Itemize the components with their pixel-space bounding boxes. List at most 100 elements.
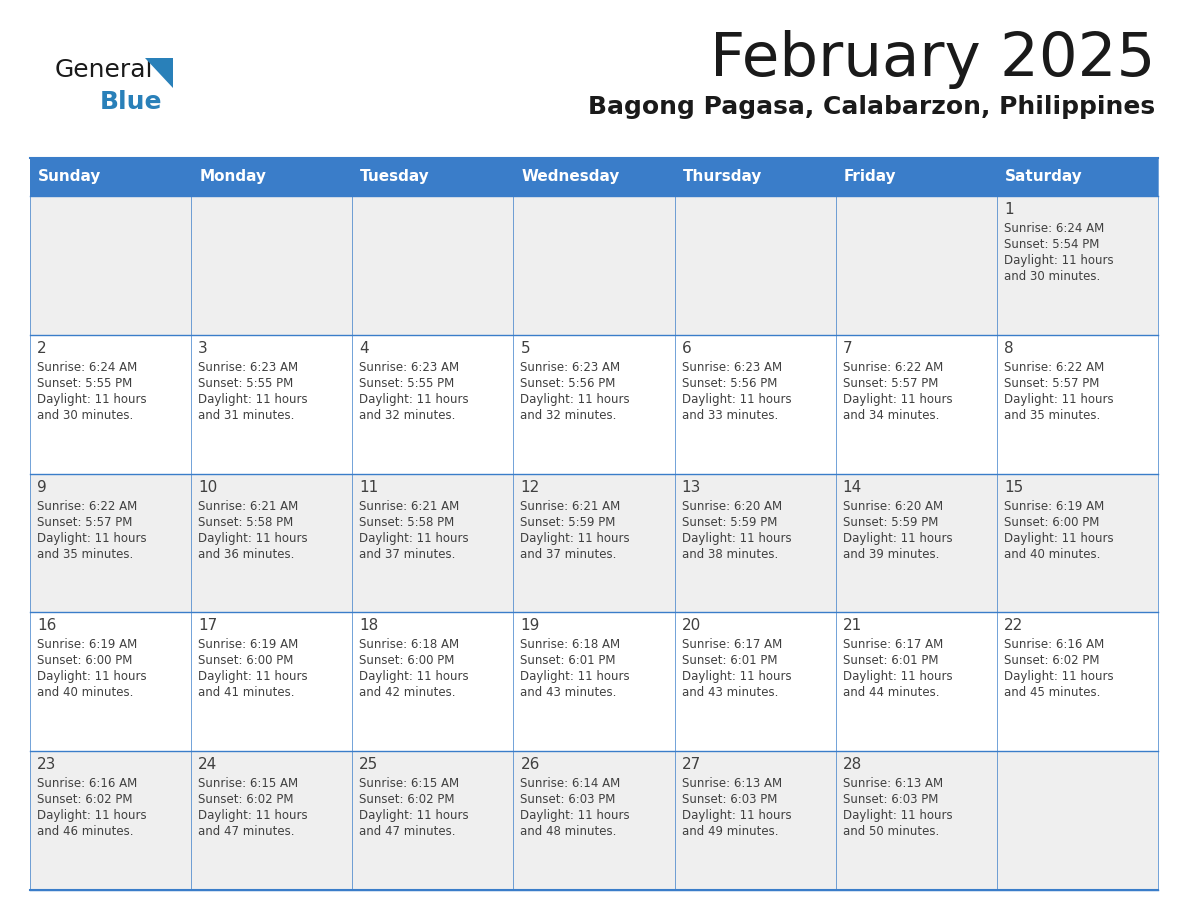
Text: Sunrise: 6:22 AM: Sunrise: 6:22 AM <box>37 499 138 512</box>
Text: 25: 25 <box>359 757 379 772</box>
Text: Daylight: 11 hours: Daylight: 11 hours <box>520 670 630 683</box>
Text: Sunset: 5:55 PM: Sunset: 5:55 PM <box>359 376 455 390</box>
Text: and 32 minutes.: and 32 minutes. <box>359 409 456 421</box>
Text: and 38 minutes.: and 38 minutes. <box>682 548 778 561</box>
Text: 16: 16 <box>37 619 56 633</box>
Text: Daylight: 11 hours: Daylight: 11 hours <box>682 532 791 544</box>
Text: General: General <box>55 58 153 82</box>
Text: and 40 minutes.: and 40 minutes. <box>37 687 133 700</box>
Text: Sunrise: 6:15 AM: Sunrise: 6:15 AM <box>198 778 298 790</box>
Text: 18: 18 <box>359 619 379 633</box>
Text: and 33 minutes.: and 33 minutes. <box>682 409 778 421</box>
Text: Sunrise: 6:24 AM: Sunrise: 6:24 AM <box>1004 222 1104 235</box>
Text: Sunset: 6:01 PM: Sunset: 6:01 PM <box>520 655 615 667</box>
Text: and 37 minutes.: and 37 minutes. <box>359 548 456 561</box>
Text: 20: 20 <box>682 619 701 633</box>
Text: Sunset: 5:59 PM: Sunset: 5:59 PM <box>520 516 615 529</box>
Text: 4: 4 <box>359 341 369 356</box>
Text: 13: 13 <box>682 479 701 495</box>
Text: Daylight: 11 hours: Daylight: 11 hours <box>682 670 791 683</box>
Text: 24: 24 <box>198 757 217 772</box>
Text: 5: 5 <box>520 341 530 356</box>
Text: and 31 minutes.: and 31 minutes. <box>198 409 295 421</box>
Text: and 41 minutes.: and 41 minutes. <box>198 687 295 700</box>
Text: Blue: Blue <box>100 90 163 114</box>
Text: Daylight: 11 hours: Daylight: 11 hours <box>37 809 146 823</box>
Text: 23: 23 <box>37 757 56 772</box>
Text: Sunday: Sunday <box>38 170 101 185</box>
Text: and 35 minutes.: and 35 minutes. <box>37 548 133 561</box>
Text: Sunset: 5:56 PM: Sunset: 5:56 PM <box>520 376 615 390</box>
Text: Sunrise: 6:21 AM: Sunrise: 6:21 AM <box>520 499 620 512</box>
Text: 15: 15 <box>1004 479 1023 495</box>
Text: and 35 minutes.: and 35 minutes. <box>1004 409 1100 421</box>
Polygon shape <box>145 58 173 88</box>
Text: Sunset: 6:02 PM: Sunset: 6:02 PM <box>359 793 455 806</box>
Text: and 32 minutes.: and 32 minutes. <box>520 409 617 421</box>
Bar <box>30 751 1158 890</box>
Text: Daylight: 11 hours: Daylight: 11 hours <box>520 532 630 544</box>
Text: 21: 21 <box>842 619 862 633</box>
Text: Tuesday: Tuesday <box>360 170 430 185</box>
Text: Sunset: 5:57 PM: Sunset: 5:57 PM <box>1004 376 1099 390</box>
Text: Sunset: 5:54 PM: Sunset: 5:54 PM <box>1004 238 1099 251</box>
Text: and 42 minutes.: and 42 minutes. <box>359 687 456 700</box>
Text: Daylight: 11 hours: Daylight: 11 hours <box>1004 532 1113 544</box>
Text: and 39 minutes.: and 39 minutes. <box>842 548 939 561</box>
Text: Wednesday: Wednesday <box>522 170 620 185</box>
Text: and 46 minutes.: and 46 minutes. <box>37 825 133 838</box>
Text: 8: 8 <box>1004 341 1013 356</box>
Text: Daylight: 11 hours: Daylight: 11 hours <box>842 393 953 406</box>
Text: February 2025: February 2025 <box>709 30 1155 89</box>
Text: and 40 minutes.: and 40 minutes. <box>1004 548 1100 561</box>
Text: Sunset: 6:00 PM: Sunset: 6:00 PM <box>359 655 455 667</box>
Text: 2: 2 <box>37 341 46 356</box>
Text: and 36 minutes.: and 36 minutes. <box>198 548 295 561</box>
Text: and 30 minutes.: and 30 minutes. <box>1004 270 1100 283</box>
Text: Daylight: 11 hours: Daylight: 11 hours <box>842 809 953 823</box>
Text: 10: 10 <box>198 479 217 495</box>
Text: Sunrise: 6:19 AM: Sunrise: 6:19 AM <box>37 638 138 652</box>
Text: Sunset: 6:03 PM: Sunset: 6:03 PM <box>842 793 939 806</box>
Text: 22: 22 <box>1004 619 1023 633</box>
Text: and 50 minutes.: and 50 minutes. <box>842 825 939 838</box>
Text: Daylight: 11 hours: Daylight: 11 hours <box>198 809 308 823</box>
Text: 14: 14 <box>842 479 862 495</box>
Text: 27: 27 <box>682 757 701 772</box>
Text: 12: 12 <box>520 479 539 495</box>
Text: Sunrise: 6:21 AM: Sunrise: 6:21 AM <box>359 499 460 512</box>
Text: and 37 minutes.: and 37 minutes. <box>520 548 617 561</box>
Text: Sunset: 6:01 PM: Sunset: 6:01 PM <box>682 655 777 667</box>
Text: and 49 minutes.: and 49 minutes. <box>682 825 778 838</box>
Text: Sunrise: 6:23 AM: Sunrise: 6:23 AM <box>520 361 620 374</box>
Text: and 45 minutes.: and 45 minutes. <box>1004 687 1100 700</box>
Text: Sunrise: 6:21 AM: Sunrise: 6:21 AM <box>198 499 298 512</box>
Text: Daylight: 11 hours: Daylight: 11 hours <box>359 670 469 683</box>
Text: Daylight: 11 hours: Daylight: 11 hours <box>682 809 791 823</box>
Text: Friday: Friday <box>843 170 896 185</box>
Text: Sunset: 5:55 PM: Sunset: 5:55 PM <box>198 376 293 390</box>
Text: Sunset: 5:57 PM: Sunset: 5:57 PM <box>37 516 132 529</box>
Text: Thursday: Thursday <box>683 170 762 185</box>
Bar <box>30 158 1158 196</box>
Text: Sunset: 6:00 PM: Sunset: 6:00 PM <box>198 655 293 667</box>
Text: Sunrise: 6:17 AM: Sunrise: 6:17 AM <box>842 638 943 652</box>
Text: Sunrise: 6:23 AM: Sunrise: 6:23 AM <box>198 361 298 374</box>
Text: Sunrise: 6:19 AM: Sunrise: 6:19 AM <box>1004 499 1104 512</box>
Text: Sunrise: 6:20 AM: Sunrise: 6:20 AM <box>842 499 943 512</box>
Text: Sunrise: 6:15 AM: Sunrise: 6:15 AM <box>359 778 460 790</box>
Text: and 34 minutes.: and 34 minutes. <box>842 409 939 421</box>
Text: Daylight: 11 hours: Daylight: 11 hours <box>37 670 146 683</box>
Text: Monday: Monday <box>200 170 266 185</box>
Text: Daylight: 11 hours: Daylight: 11 hours <box>1004 393 1113 406</box>
Text: Sunrise: 6:23 AM: Sunrise: 6:23 AM <box>359 361 460 374</box>
Text: Sunset: 5:57 PM: Sunset: 5:57 PM <box>842 376 939 390</box>
Text: Daylight: 11 hours: Daylight: 11 hours <box>198 393 308 406</box>
Text: Sunrise: 6:16 AM: Sunrise: 6:16 AM <box>1004 638 1104 652</box>
Bar <box>30 335 1158 474</box>
Text: Sunrise: 6:24 AM: Sunrise: 6:24 AM <box>37 361 138 374</box>
Text: Sunset: 5:56 PM: Sunset: 5:56 PM <box>682 376 777 390</box>
Text: Daylight: 11 hours: Daylight: 11 hours <box>198 532 308 544</box>
Text: Sunrise: 6:22 AM: Sunrise: 6:22 AM <box>842 361 943 374</box>
Text: Sunrise: 6:13 AM: Sunrise: 6:13 AM <box>682 778 782 790</box>
